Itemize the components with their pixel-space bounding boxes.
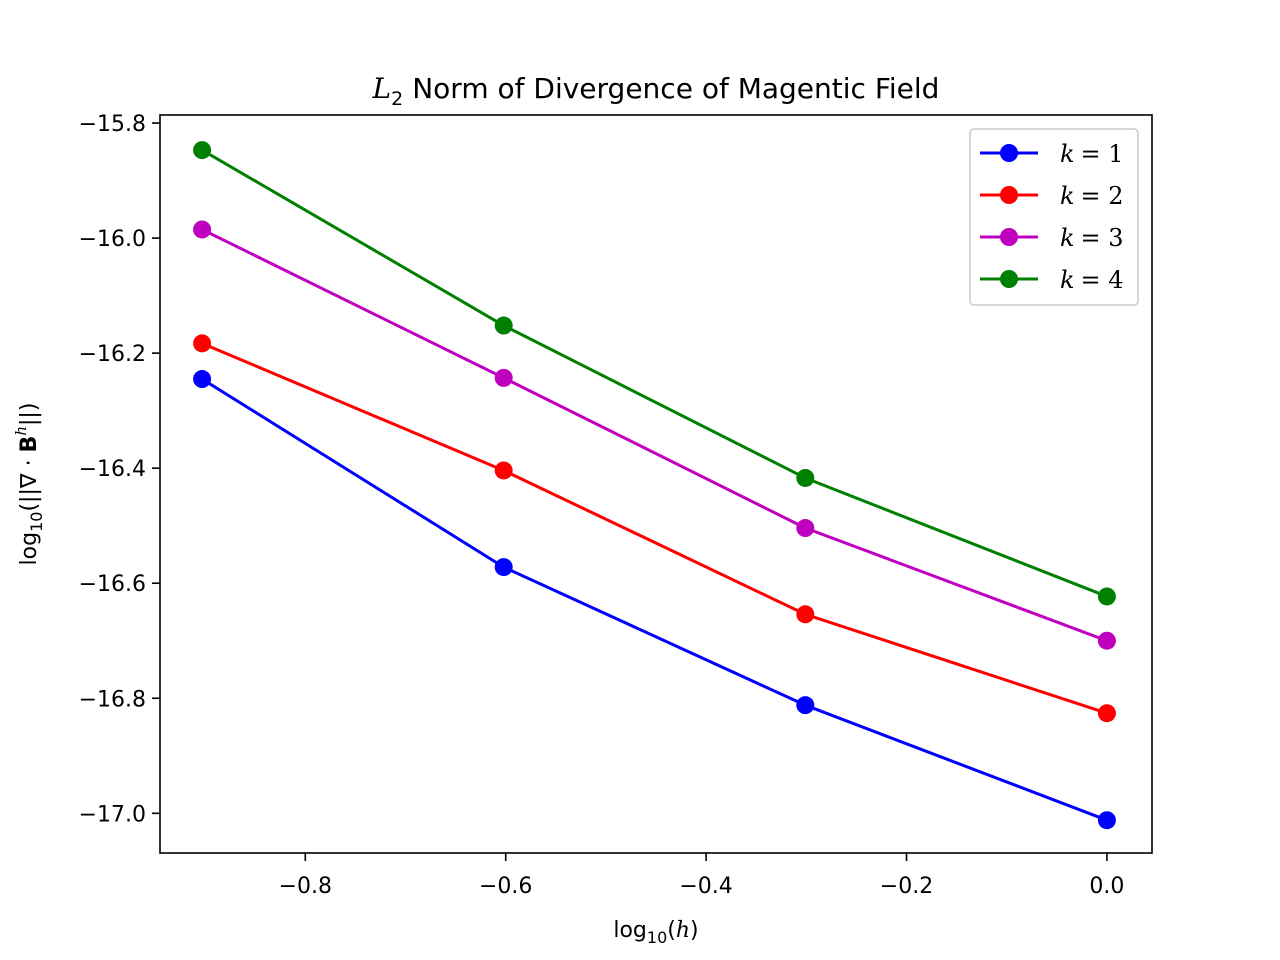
plot-markers: [193, 141, 1116, 830]
y-label-log: log: [17, 532, 42, 566]
data-point-k3: [494, 368, 513, 387]
legend-box: [969, 128, 1139, 306]
x-label-close: ): [690, 918, 699, 943]
y-label-sup: h: [12, 426, 30, 436]
chart-title: L2 Norm of Divergence of Magentic Field: [372, 72, 940, 110]
data-point-k3: [1097, 631, 1116, 650]
data-point-k1: [796, 696, 815, 715]
legend-eq: = 1: [1081, 140, 1124, 168]
y-label-bold: B: [17, 436, 42, 453]
legend-var: k: [1060, 266, 1075, 294]
data-point-k4: [193, 141, 212, 160]
series-line-k4: [201, 148, 1108, 598]
data-point-k3: [796, 519, 815, 538]
x-label-sub: 10: [647, 928, 667, 947]
series-line-k3: [201, 228, 1108, 643]
y-tick-label: −16.0: [79, 227, 146, 252]
data-point-k2: [193, 334, 212, 353]
legend-label-k2: k = 2: [1060, 182, 1124, 210]
title-main: Norm of Divergence of Magentic Field: [412, 72, 939, 105]
legend-marker-k4: [1000, 270, 1018, 288]
y-ticks: −15.8 −16.0 −16.2 −16.4 −16.6 −16.8 −17.0: [79, 112, 160, 827]
y-label-open: (||∇ ·: [17, 452, 42, 511]
y-tick-label: −15.8: [79, 112, 146, 137]
data-point-k4: [796, 468, 815, 487]
legend-marker-k1: [1000, 144, 1018, 162]
data-point-k4: [1097, 587, 1116, 606]
y-label-sub: 10: [27, 512, 46, 532]
legend-label-k4: k = 4: [1060, 266, 1124, 294]
x-tick-label: −0.8: [279, 874, 332, 899]
x-label-log: log: [613, 918, 647, 943]
legend-var: k: [1060, 182, 1075, 210]
x-tick-label: −0.4: [679, 874, 732, 899]
x-tick-label: 0.0: [1089, 874, 1124, 899]
data-point-k4: [494, 316, 513, 335]
legend-marker-k2: [1000, 186, 1018, 204]
x-label-open: (: [667, 918, 676, 943]
y-tick-label: −17.0: [79, 802, 146, 827]
title-prefix: L: [372, 72, 392, 105]
series-line-k2: [201, 341, 1108, 715]
legend: k = 1k = 2k = 3k = 4: [969, 128, 1139, 306]
x-ticks: −0.8 −0.6 −0.4 −0.2 0.0: [279, 853, 1124, 899]
legend-label-k3: k = 3: [1060, 224, 1124, 252]
legend-var: k: [1060, 224, 1075, 252]
data-point-k2: [494, 461, 513, 480]
y-label-close: ||): [17, 403, 42, 426]
x-label-var: h: [676, 918, 690, 943]
legend-entries: k = 1k = 2k = 3k = 4: [980, 140, 1124, 294]
plot-lines: [201, 148, 1108, 822]
x-tick-label: −0.2: [880, 874, 933, 899]
y-tick-label: −16.8: [79, 687, 146, 712]
series-line-k1: [201, 377, 1108, 822]
legend-label-k1: k = 1: [1060, 140, 1124, 168]
legend-eq: = 3: [1081, 224, 1124, 252]
data-point-k1: [193, 370, 212, 389]
title-prefix-sub: 2: [391, 88, 403, 110]
data-point-k2: [796, 605, 815, 624]
legend-marker-k3: [1000, 228, 1018, 246]
axes-frame: [159, 114, 1153, 854]
legend-eq: = 2: [1081, 182, 1124, 210]
data-point-k1: [494, 558, 513, 577]
data-point-k1: [1097, 811, 1116, 830]
y-tick-label: −16.2: [79, 342, 146, 367]
legend-var: k: [1060, 140, 1075, 168]
data-point-k3: [193, 220, 212, 239]
y-tick-label: −16.6: [79, 572, 146, 597]
y-axis-label: log10(||∇ · Bh||): [12, 403, 46, 566]
data-point-k2: [1097, 704, 1116, 723]
x-tick-label: −0.6: [479, 874, 532, 899]
legend-eq: = 4: [1081, 266, 1124, 294]
x-axis-label: log10(h): [613, 918, 698, 947]
y-tick-label: −16.4: [79, 457, 146, 482]
